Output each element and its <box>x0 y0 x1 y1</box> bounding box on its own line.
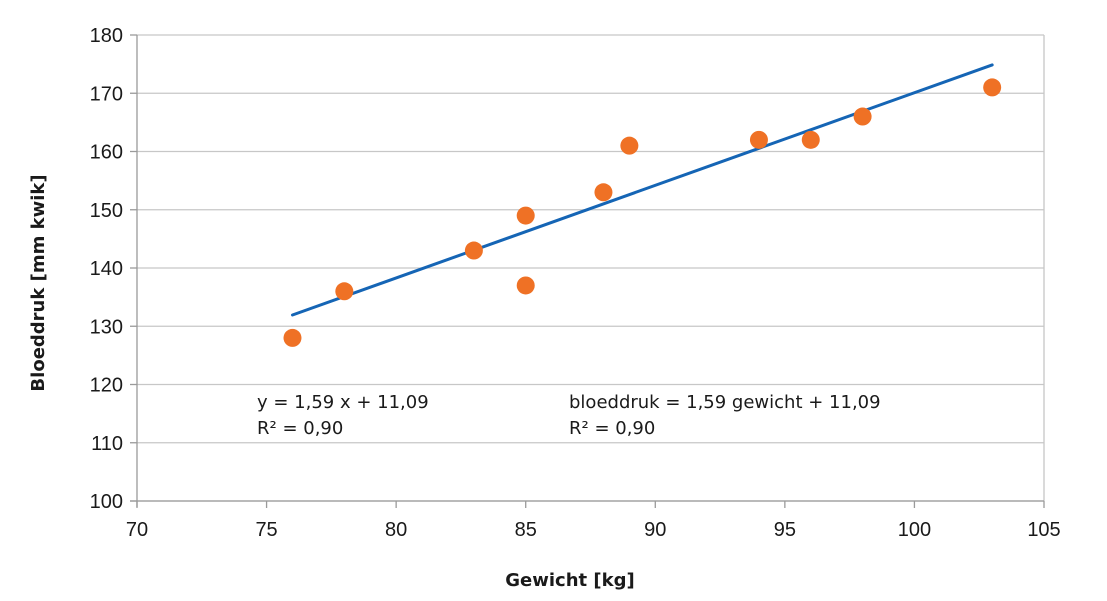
x-tick-label: 90 <box>644 519 666 541</box>
data-point <box>283 328 302 347</box>
y-tick-label: 180 <box>90 25 123 47</box>
data-point <box>594 183 613 202</box>
y-tick-label: 130 <box>90 316 123 338</box>
r-squared-label-named: R² = 0,90 <box>569 418 655 439</box>
data-point <box>516 206 535 225</box>
y-tick-label: 100 <box>90 491 123 513</box>
data-point <box>983 78 1002 97</box>
data-point <box>335 282 354 301</box>
x-tick-label: 105 <box>1027 519 1060 541</box>
x-axis-title: Gewicht [kg] <box>505 570 634 591</box>
data-point <box>516 276 535 295</box>
x-tick-label: 85 <box>515 519 537 541</box>
x-tick-labels: 70 75 80 85 90 95 100 105 <box>126 519 1061 541</box>
y-tick-labels: 100 110 120 130 140 150 160 170 180 <box>90 25 123 513</box>
y-axis-title: Bloeddruk [mm kwik] <box>28 174 49 391</box>
data-points <box>283 78 1002 347</box>
y-tick-label: 140 <box>90 258 123 280</box>
data-point <box>749 130 768 149</box>
axes <box>130 34 1045 508</box>
trendline-group <box>290 63 994 317</box>
data-point <box>464 241 483 260</box>
y-tick-label: 120 <box>90 375 123 397</box>
equation-label-named: bloeddruk = 1,59 gewicht + 11,09 <box>569 392 881 413</box>
equation-label: y = 1,59 x + 11,09 <box>257 392 429 413</box>
y-tick-label: 170 <box>90 83 123 105</box>
trendline <box>290 63 994 317</box>
data-point <box>620 136 639 155</box>
x-tick-label: 95 <box>774 519 796 541</box>
y-tick-label: 150 <box>90 200 123 222</box>
data-point <box>801 130 820 149</box>
y-tick-label: 160 <box>90 142 123 164</box>
x-tick-label: 80 <box>385 519 407 541</box>
x-tick-label: 70 <box>126 519 148 541</box>
x-tick-label: 100 <box>898 519 931 541</box>
y-tick-label: 110 <box>91 433 123 455</box>
x-tick-label: 75 <box>255 519 277 541</box>
data-point <box>853 107 872 126</box>
r-squared-label: R² = 0,90 <box>257 418 343 439</box>
